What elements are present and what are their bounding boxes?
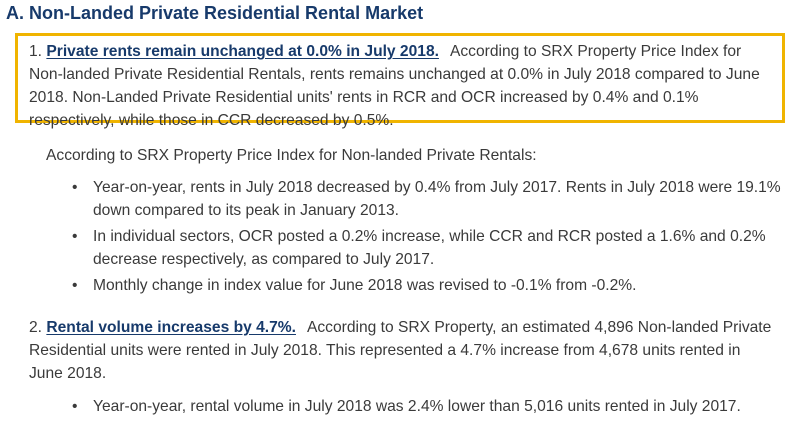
- bullet-icon: •: [72, 398, 78, 415]
- item-1-paragraph: 1. Private rents remain unchanged at 0.0…: [29, 40, 769, 132]
- item-2-paragraph: 2. Rental volume increases by 4.7%. Accor…: [29, 316, 774, 385]
- bullet-icon: •: [72, 228, 78, 245]
- list-item: • In individual sectors, OCR posted a 0.…: [70, 225, 782, 271]
- item-1-number: 1.: [29, 43, 43, 60]
- section-heading: A. Non-Landed Private Residential Rental…: [6, 3, 424, 23]
- bullet-icon: •: [72, 179, 78, 196]
- list-item: • Year-on-year, rents in July 2018 decre…: [70, 176, 782, 222]
- list-item-text: In individual sectors, OCR posted a 0.2%…: [93, 228, 766, 268]
- bullet-list-b: • Year-on-year, rental volume in July 20…: [70, 395, 782, 421]
- list-item: • Monthly change in index value for June…: [70, 274, 782, 297]
- list-item-text: Year-on-year, rents in July 2018 decreas…: [93, 179, 781, 219]
- item-1-body: According to SRX Property Price Index fo…: [29, 43, 760, 129]
- bullet-icon: •: [72, 277, 78, 294]
- list-item-text: Monthly change in index value for June 2…: [93, 277, 637, 294]
- list-item: • Year-on-year, rental volume in July 20…: [70, 395, 782, 418]
- item-2-lead: Rental volume increases by 4.7%.: [46, 319, 296, 336]
- highlight-box: [15, 33, 785, 123]
- item-2-body: According to SRX Property, an estimated …: [29, 319, 772, 382]
- bullet-list-a: • Year-on-year, rents in July 2018 decre…: [70, 176, 782, 300]
- intro-paragraph: According to SRX Property Price Index fo…: [46, 147, 537, 164]
- item-2-number: 2.: [29, 319, 43, 336]
- item-1-lead: Private rents remain unchanged at 0.0% i…: [46, 43, 439, 60]
- list-item-text: Year-on-year, rental volume in July 2018…: [93, 398, 741, 415]
